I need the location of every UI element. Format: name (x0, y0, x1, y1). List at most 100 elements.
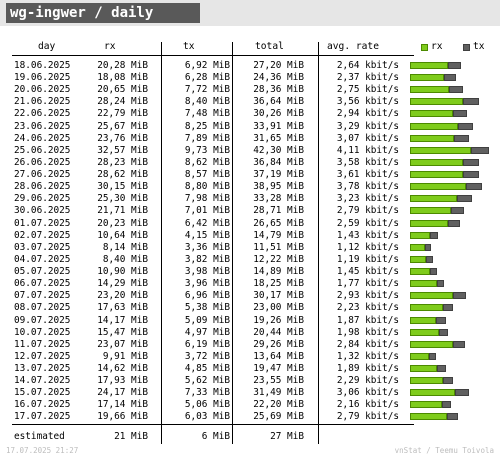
rx-bar (410, 268, 430, 276)
table-row: 15.07.2025 24,17 MiB 7,33 MiB 31,49 MiB 3,06… (0, 387, 500, 398)
day-cell: 14.07.2025 (14, 375, 71, 387)
tx-bar (443, 304, 453, 312)
tx-bar (457, 195, 472, 203)
rx-bar (410, 171, 463, 179)
day-cell: 03.07.2025 (14, 241, 71, 253)
day-cell: 29.06.2025 (14, 193, 71, 205)
table-row: 27.06.2025 28,62 MiB 8,57 MiB 37,19 MiB 3,61… (0, 169, 500, 180)
rx-bar (410, 74, 444, 82)
vnstat-credit: vnStat / Teemu Toivola (394, 446, 494, 455)
tx-bar (447, 413, 458, 421)
table-row: 10.07.2025 15,47 MiB 4,97 MiB 20,44 MiB 1,98… (0, 327, 500, 338)
tx-bar (443, 377, 453, 385)
table-row: 05.07.2025 10,90 MiB 3,98 MiB 14,89 MiB 1,45… (0, 266, 500, 277)
rx-cell: 28,23 MiB (97, 156, 148, 168)
day-cell: 23.06.2025 (14, 120, 71, 132)
rate-cell: 1,89 kbit/s (336, 363, 399, 374)
rx-cell: 24,17 MiB (97, 387, 148, 399)
total-cell: 42,30 MiB (253, 144, 304, 156)
total-cell: 22,20 MiB (253, 399, 304, 411)
tx-bar (437, 280, 444, 288)
rx-bar (410, 255, 426, 263)
tx-cell: 4,85 MiB (184, 363, 230, 374)
day-cell: 30.06.2025 (14, 205, 71, 217)
day-cell: 11.07.2025 (14, 338, 71, 350)
table-row: 30.06.2025 21,71 MiB 7,01 MiB 28,71 MiB 2,79… (0, 205, 500, 216)
rate-cell: 3,58 kbit/s (336, 156, 399, 168)
rate-cell: 3,07 kbit/s (336, 132, 399, 144)
tx-cell: 7,89 MiB (184, 132, 230, 144)
rx-bar (410, 413, 447, 421)
legend-tx-label: tx (473, 41, 485, 52)
tx-bar (430, 268, 437, 276)
total-cell: 28,71 MiB (253, 205, 304, 217)
rx-cell: 17,93 MiB (97, 375, 148, 387)
day-cell: 12.07.2025 (14, 350, 71, 362)
tx-bar (455, 389, 469, 397)
rx-cell: 8,14 MiB (102, 241, 148, 253)
tx-cell: 7,01 MiB (184, 205, 230, 217)
estimated-rx: 21 MiB (114, 431, 148, 442)
estimated-label: estimated (14, 431, 65, 442)
rx-cell: 20,65 MiB (97, 84, 148, 96)
table-row: 04.07.2025 8,40 MiB 3,82 MiB 12,22 MiB 1,19 … (0, 254, 500, 265)
tx-bar (453, 110, 467, 118)
rx-bar (410, 304, 443, 312)
rate-cell: 2,94 kbit/s (336, 108, 399, 120)
header-divider (12, 55, 414, 56)
tx-bar (444, 74, 456, 82)
tx-cell: 3,96 MiB (184, 278, 230, 290)
day-cell: 01.07.2025 (14, 217, 71, 229)
table-header: day rx tx total avg. rate rx tx (0, 41, 500, 52)
rx-cell: 14,62 MiB (97, 363, 148, 374)
rx-cell: 9,91 MiB (102, 350, 148, 362)
tx-cell: 3,72 MiB (184, 350, 230, 362)
table-row: 17.07.2025 19,66 MiB 6,03 MiB 25,69 MiB 2,79… (0, 411, 500, 422)
header-rate: avg. rate (327, 41, 379, 52)
rate-cell: 2,64 kbit/s (336, 60, 399, 71)
rate-cell: 2,84 kbit/s (336, 338, 399, 350)
total-cell: 27,20 MiB (253, 60, 304, 71)
rx-bar (410, 110, 453, 118)
rate-cell: 3,06 kbit/s (336, 387, 399, 399)
table-row: 23.06.2025 25,67 MiB 8,25 MiB 33,91 MiB 3,29… (0, 121, 500, 132)
total-cell: 12,22 MiB (253, 253, 304, 265)
day-cell: 05.07.2025 (14, 266, 71, 278)
rx-cell: 23,20 MiB (97, 290, 148, 302)
title-bar: wg-ingwer / daily (0, 0, 500, 26)
day-cell: 10.07.2025 (14, 326, 71, 338)
table-row: 06.07.2025 14,29 MiB 3,96 MiB 18,25 MiB 1,77… (0, 278, 500, 289)
tx-bar (448, 219, 460, 227)
tx-bar (453, 340, 465, 348)
total-cell: 11,51 MiB (253, 241, 304, 253)
table-row: 01.07.2025 20,23 MiB 6,42 MiB 26,65 MiB 2,59… (0, 218, 500, 229)
tx-bar (463, 98, 479, 106)
rx-cell: 18,08 MiB (97, 72, 148, 84)
total-cell: 13,64 MiB (253, 350, 304, 362)
table-row: 28.06.2025 30,15 MiB 8,80 MiB 38,95 MiB 3,78… (0, 181, 500, 192)
day-cell: 16.07.2025 (14, 399, 71, 411)
tx-bar (458, 122, 473, 130)
tx-cell: 6,19 MiB (184, 338, 230, 350)
rate-cell: 2,75 kbit/s (336, 84, 399, 96)
tx-cell: 6,03 MiB (184, 411, 230, 423)
table-row: 02.07.2025 10,64 MiB 4,15 MiB 14,79 MiB 1,43… (0, 230, 500, 241)
rx-cell: 8,40 MiB (102, 253, 148, 265)
rx-bar (410, 195, 457, 203)
rx-cell: 17,14 MiB (97, 399, 148, 411)
rx-bar (410, 365, 437, 372)
tx-cell: 7,48 MiB (184, 108, 230, 120)
rx-cell: 15,47 MiB (97, 326, 148, 338)
table-row: 16.07.2025 17,14 MiB 5,06 MiB 22,20 MiB 2,16… (0, 399, 500, 410)
tx-cell: 6,28 MiB (184, 72, 230, 84)
rx-bar (410, 158, 463, 166)
tx-cell: 5,38 MiB (184, 302, 230, 314)
rx-bar (410, 316, 436, 324)
rate-cell: 2,23 kbit/s (336, 302, 399, 314)
rate-cell: 1,45 kbit/s (336, 266, 399, 278)
rx-bar (410, 280, 437, 288)
rate-cell: 2,37 kbit/s (336, 72, 399, 84)
graph-title: wg-ingwer / daily (6, 3, 200, 23)
total-cell: 25,69 MiB (253, 411, 304, 423)
rx-bar (410, 207, 451, 215)
